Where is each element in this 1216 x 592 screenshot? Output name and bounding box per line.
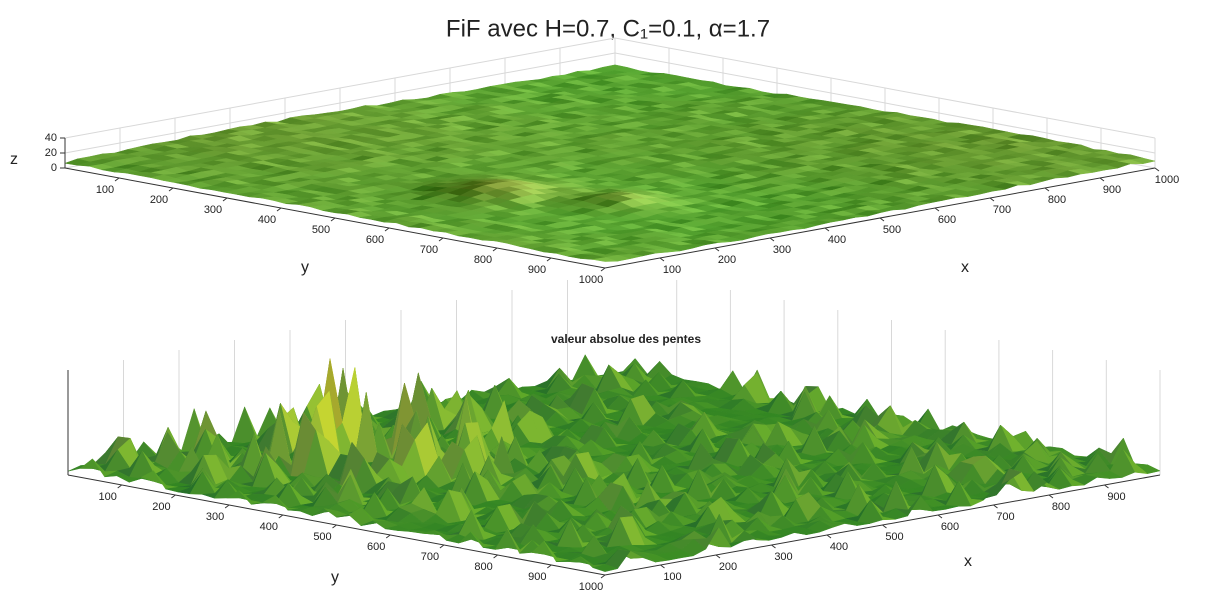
tick-mark [117, 484, 122, 489]
x-axis-label: x [961, 259, 969, 276]
y-tick-label: 700 [420, 244, 438, 256]
y-tick-label: 800 [474, 254, 492, 266]
tick-mark [934, 207, 940, 212]
z-tick-label: 40 [45, 132, 57, 144]
y-tick-label: 1000 [579, 274, 603, 286]
tick-mark [600, 267, 606, 272]
y-tick-label: 900 [528, 571, 546, 583]
y-tick-label: 700 [421, 551, 439, 563]
tick-mark [276, 207, 282, 212]
tick-mark [171, 494, 176, 499]
tick-mark [879, 217, 885, 222]
tick-mark [1099, 177, 1105, 182]
tick-mark [993, 504, 998, 509]
tick-mark [278, 514, 284, 519]
x-tick-label: 700 [993, 204, 1011, 216]
tick-mark [439, 544, 445, 549]
x-tick-label: 300 [773, 244, 791, 256]
tick-mark [224, 504, 230, 509]
surface [64, 64, 1156, 262]
x-tick-label: 800 [1052, 501, 1070, 513]
tick-mark [332, 524, 337, 529]
surface-cell [592, 257, 618, 262]
x-tick-label: 600 [941, 521, 959, 533]
chart-title: FiF avec H=0.7, C₁=0.1, α=1.7 [446, 15, 770, 42]
grid-line [64, 37, 1156, 139]
tick-mark [114, 177, 120, 182]
tick-mark [771, 544, 776, 549]
y-tick-label: 600 [367, 541, 385, 553]
tick-mark [222, 197, 228, 202]
x-tick-label: 200 [719, 561, 737, 573]
y-axis-label: y [301, 259, 309, 276]
tick-mark [659, 257, 665, 262]
y-tick-label: 600 [366, 234, 384, 246]
y-tick-label: 200 [150, 194, 168, 206]
y-tick-label: 300 [206, 511, 224, 523]
tick-mark [660, 564, 665, 569]
tick-mark [989, 197, 995, 202]
y-tick-label: 100 [99, 491, 117, 503]
tick-mark [826, 534, 832, 539]
tick-mark [492, 247, 498, 252]
tick-mark [882, 524, 887, 529]
x-tick-label: 800 [1048, 194, 1066, 206]
tick-mark [546, 257, 552, 262]
y-tick-label: 100 [96, 184, 114, 196]
y-tick-label: 1000 [579, 581, 603, 592]
y-tick-label: 300 [204, 204, 222, 216]
grid-line [64, 52, 1156, 154]
x-tick-label: 700 [996, 511, 1014, 523]
tick-mark [1048, 494, 1054, 499]
tick-mark [168, 187, 174, 192]
z-axis-label: z [10, 151, 18, 168]
x-tick-label: 100 [663, 571, 681, 583]
tick-mark [714, 247, 720, 252]
y-tick-label: 200 [152, 501, 170, 513]
tick-mark [1044, 187, 1050, 192]
y-tick-label: 900 [528, 264, 546, 276]
y-tick-label: 400 [258, 214, 276, 226]
y-axis-label: y [331, 569, 339, 586]
y-tick-label: 500 [313, 531, 331, 543]
tick-mark [769, 237, 775, 242]
y-tick-label: 500 [312, 224, 330, 236]
x-tick-label: 200 [718, 254, 736, 266]
x-tick-label: 1000 [1155, 174, 1179, 186]
tick-mark [1154, 167, 1160, 172]
tick-mark [824, 227, 830, 232]
x-tick-label: 100 [663, 264, 681, 276]
x-tick-label: 900 [1107, 491, 1125, 503]
tick-mark [1104, 484, 1109, 489]
x-tick-label: 900 [1103, 184, 1121, 196]
x-axis-label: x [964, 553, 972, 570]
tick-mark [438, 237, 444, 242]
z-tick-label: 0 [51, 162, 57, 174]
x-tick-label: 300 [774, 551, 792, 563]
tick-mark [600, 574, 606, 579]
tick-mark [937, 514, 943, 519]
surface [67, 354, 1161, 572]
y-tick-label: 400 [260, 521, 278, 533]
tick-mark [384, 227, 390, 232]
tick-mark [330, 217, 336, 222]
tick-mark [546, 564, 552, 569]
tick-mark [715, 554, 721, 559]
x-tick-label: 500 [883, 224, 901, 236]
chart-title: valeur absolue des pentes [551, 332, 701, 346]
y-tick-label: 800 [474, 561, 492, 573]
x-tick-label: 400 [828, 234, 846, 246]
z-tick-label: 20 [45, 147, 57, 159]
x-tick-label: 500 [885, 531, 903, 543]
tick-mark [385, 534, 391, 539]
x-tick-label: 600 [938, 214, 956, 226]
tick-mark [493, 554, 498, 559]
x-tick-label: 400 [830, 541, 848, 553]
